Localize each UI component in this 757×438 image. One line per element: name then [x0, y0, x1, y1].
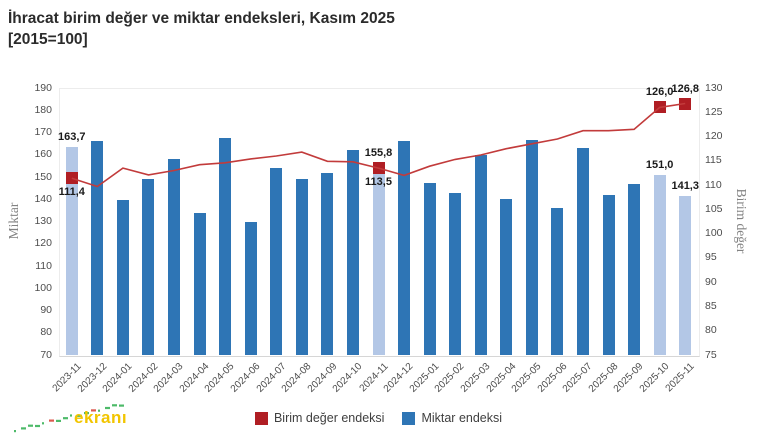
y-axis-tick-left: 140 — [34, 192, 52, 205]
y-axis-tick-right: 90 — [705, 275, 717, 288]
data-label-miktar-2025-11: 141,3 — [671, 180, 699, 193]
bar-2024-12[interactable] — [398, 141, 411, 355]
bar-2024-10[interactable] — [346, 150, 359, 355]
y-axis-tick-right: 85 — [705, 299, 717, 312]
bar-2024-03[interactable] — [168, 159, 181, 355]
line-marker-2025-11[interactable] — [679, 97, 692, 110]
bar-2025-02[interactable] — [449, 192, 462, 355]
legend-swatch-blue-icon — [402, 411, 416, 425]
y-axis-tick-right: 115 — [705, 154, 722, 167]
y-axis-tick-right: 75 — [705, 348, 717, 361]
bar-2025-05[interactable] — [525, 140, 538, 355]
bar-2025-01[interactable] — [423, 182, 436, 355]
y-axis-tick-left: 100 — [34, 281, 52, 294]
y-axis-title-right: Birim değer — [734, 188, 749, 254]
y-axis-tick-left: 90 — [40, 304, 52, 316]
bar-2025-08[interactable] — [602, 194, 615, 355]
legend-label-miktar: Miktar endeksi — [421, 411, 503, 425]
bar-2023-11[interactable] — [65, 146, 78, 355]
legend: Birim değer endeksi Miktar endeksi — [0, 411, 757, 425]
chart-title-line2: [2015=100] — [8, 31, 88, 48]
bar-2023-12[interactable] — [91, 141, 104, 355]
watermark: ekranı — [6, 398, 156, 436]
data-label-birim-2023-11: 111,4 — [58, 186, 85, 199]
y-axis-tick-right: 100 — [705, 227, 723, 240]
watermark-text: ekranı — [74, 408, 128, 427]
chart-title-line1: İhracat birim değer ve miktar endeksleri… — [8, 10, 395, 27]
bar-2025-06[interactable] — [551, 208, 564, 355]
line-marker-2023-11[interactable] — [65, 172, 78, 185]
bar-2024-06[interactable] — [244, 221, 257, 355]
y-axis-tick-left: 180 — [34, 103, 52, 116]
y-axis-tick-left: 70 — [40, 348, 52, 361]
bar-2024-07[interactable] — [270, 168, 283, 355]
y-axis-tick-right: 120 — [705, 130, 723, 143]
legend-label-birim-deger: Birim değer endeksi — [273, 411, 385, 425]
y-axis-tick-left: 80 — [40, 326, 52, 339]
bar-2024-04[interactable] — [193, 212, 206, 355]
chart-title: İhracat birim değer ve miktar endeksleri… — [8, 8, 395, 50]
bar-2025-11[interactable] — [679, 196, 692, 355]
y-axis-tick-left: 130 — [34, 215, 52, 227]
bar-2025-03[interactable] — [474, 154, 487, 355]
y-axis-tick-left: 120 — [34, 237, 52, 250]
data-label-miktar-2023-11: 163,7 — [58, 130, 86, 143]
bar-2025-07[interactable] — [576, 148, 589, 355]
data-label-birim-2025-10: 126,0 — [645, 86, 674, 99]
bar-2025-10[interactable] — [653, 174, 666, 355]
legend-swatch-red-icon — [254, 411, 268, 425]
y-axis-tick-right: 95 — [705, 251, 717, 264]
bar-2024-05[interactable] — [219, 138, 232, 355]
y-axis-tick-left: 160 — [34, 148, 52, 161]
bar-2024-02[interactable] — [142, 179, 155, 355]
y-axis-tick-left: 170 — [34, 126, 52, 138]
bar-2025-09[interactable] — [628, 183, 641, 355]
bar-2024-08[interactable] — [295, 179, 308, 355]
y-axis-tick-right: 105 — [705, 202, 723, 215]
data-label-birim-2025-11: 126,8 — [671, 82, 699, 95]
y-axis-tick-left: 190 — [34, 81, 52, 94]
y-axis-title-left: Miktar — [6, 202, 21, 240]
bar-2024-01[interactable] — [116, 200, 129, 355]
bar-2025-04[interactable] — [500, 199, 513, 355]
data-label-miktar-2024-11: 155,8 — [364, 147, 393, 160]
data-label-miktar-2025-10: 151,0 — [645, 158, 674, 171]
legend-item-birim-deger[interactable]: Birim değer endeksi — [254, 411, 385, 425]
y-axis-tick-right: 125 — [705, 105, 723, 118]
bar-2024-09[interactable] — [321, 172, 334, 355]
y-axis-tick-right: 80 — [705, 324, 717, 337]
y-axis-tick-left: 110 — [35, 259, 52, 272]
y-axis-tick-left: 150 — [34, 170, 52, 183]
line-marker-2024-11[interactable] — [372, 162, 385, 175]
line-marker-2025-10[interactable] — [653, 101, 666, 114]
data-label-birim-2024-11: 113,5 — [365, 176, 392, 189]
y-axis-tick-right: 110 — [705, 178, 722, 191]
legend-item-miktar[interactable]: Miktar endeksi — [402, 411, 502, 425]
bar-2024-11[interactable] — [372, 164, 385, 355]
y-axis-tick-right: 130 — [705, 81, 723, 94]
